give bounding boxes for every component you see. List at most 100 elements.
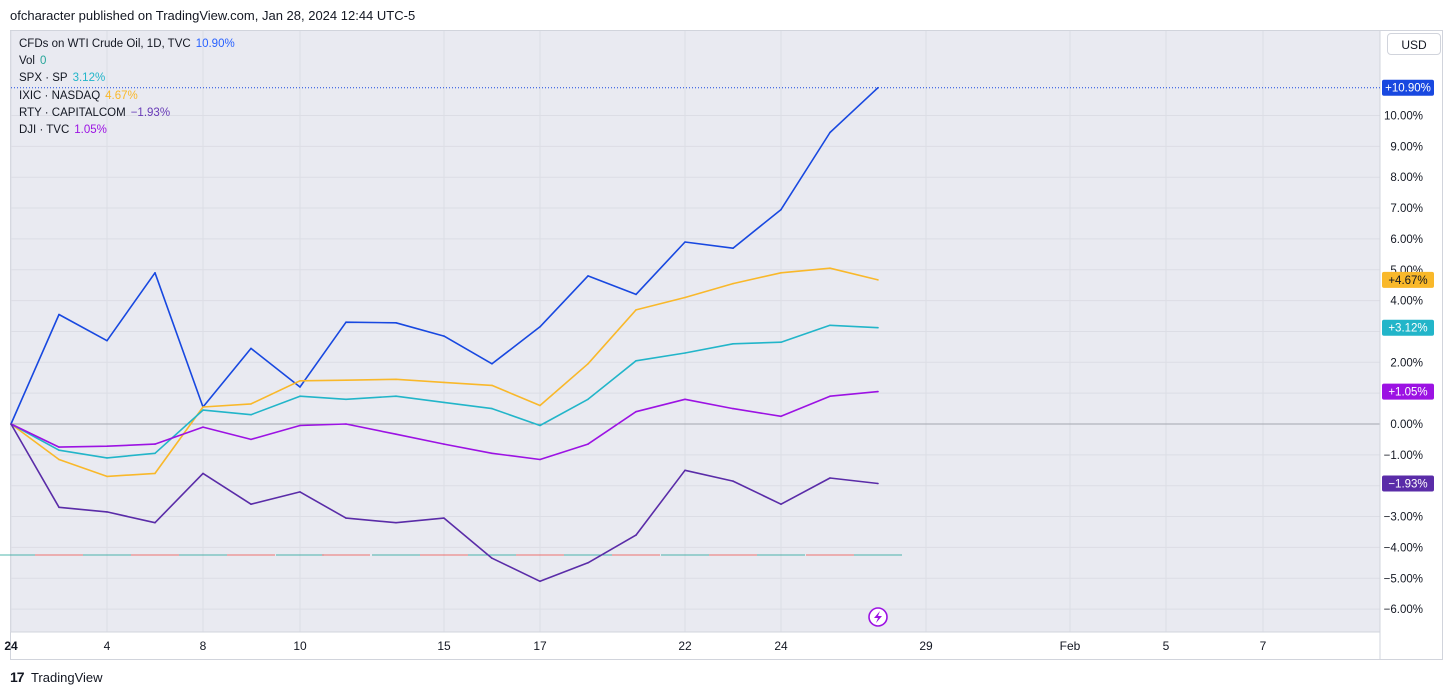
- x-tick-label: 5: [1163, 639, 1170, 653]
- data-point: [395, 322, 397, 324]
- price-badge: +1.05%: [1382, 383, 1434, 400]
- brand-label: TradingView: [30, 670, 103, 685]
- y-tick-label: −5.00%: [1384, 573, 1423, 585]
- y-tick-label: −3.00%: [1384, 512, 1423, 524]
- data-point: [58, 506, 60, 509]
- data-point: [106, 445, 108, 448]
- x-tick-label: 24: [774, 639, 788, 653]
- series-3: [10, 390, 879, 461]
- legend-value: 0: [40, 55, 47, 68]
- data-point: [732, 247, 734, 249]
- legend-value: 1.05%: [74, 124, 107, 137]
- data-point: [635, 360, 637, 362]
- data-point: [587, 443, 589, 445]
- y-tick-label: 0.00%: [1390, 419, 1423, 431]
- data-point: [491, 452, 493, 455]
- legend-value: 3.12%: [72, 72, 106, 85]
- data-point: [345, 379, 347, 382]
- legend-value: 4.67%: [105, 89, 138, 102]
- x-tick-label: 8: [200, 639, 207, 653]
- data-point: [395, 378, 397, 381]
- legend-row[interactable]: DJI · TVC 1.05%: [19, 122, 235, 139]
- data-point: [250, 438, 252, 441]
- data-point: [250, 347, 252, 350]
- data-point: [732, 343, 734, 345]
- price-badge-label: −1.93%: [1388, 479, 1427, 491]
- data-point: [539, 458, 541, 461]
- data-point: [829, 477, 831, 479]
- y-tick-label: 4.00%: [1390, 296, 1423, 308]
- data-point: [250, 403, 252, 405]
- data-point: [635, 410, 637, 413]
- grid: [10, 31, 1380, 632]
- data-point: [635, 309, 637, 311]
- data-point: [58, 458, 60, 461]
- data-point: [395, 433, 397, 436]
- data-point: [587, 562, 589, 564]
- data-point: [202, 406, 204, 408]
- x-tick-label: 29: [919, 639, 933, 653]
- data-point: [58, 313, 60, 316]
- data-point: [539, 424, 541, 427]
- y-tick-label: −1.00%: [1384, 450, 1423, 462]
- data-point: [684, 352, 686, 354]
- data-point: [539, 580, 541, 583]
- data-point: [106, 457, 108, 459]
- data-point: [443, 381, 445, 384]
- data-point: [877, 326, 879, 329]
- x-tick-label: 24: [4, 639, 18, 653]
- data-point: [154, 521, 156, 524]
- series-4: [10, 423, 879, 583]
- price-badge-bg: [1382, 475, 1434, 492]
- x-tick-label: 22: [678, 639, 692, 653]
- data-point: [780, 415, 782, 418]
- data-point: [345, 321, 347, 324]
- lightning-icon: [874, 611, 882, 623]
- data-point: [250, 503, 252, 506]
- event-marker-icon[interactable]: [868, 607, 888, 627]
- data-point: [443, 335, 445, 337]
- price-badge-label: +10.90%: [1385, 83, 1431, 95]
- price-badge-bg: [1382, 79, 1434, 96]
- data-point: [345, 517, 347, 519]
- legend-row[interactable]: RTY · CAPITALCOM −1.93%: [19, 105, 235, 122]
- y-tick-label: 10.00%: [1384, 111, 1423, 123]
- currency-button[interactable]: USD: [1387, 33, 1441, 55]
- data-point: [154, 443, 156, 445]
- legend-label: RTY · CAPITALCOM: [19, 106, 126, 119]
- legend-row[interactable]: IXIC · NASDAQ 4.67%: [19, 88, 235, 105]
- x-tick-label: 17: [533, 639, 547, 653]
- data-point: [395, 521, 397, 524]
- data-point: [539, 404, 541, 407]
- legend-value: 10.90%: [195, 38, 235, 50]
- data-point: [106, 339, 108, 342]
- data-point: [58, 446, 60, 448]
- data-point: [877, 482, 879, 485]
- y-tick-label: 9.00%: [1390, 141, 1423, 153]
- data-point: [58, 449, 60, 452]
- y-tick-label: 8.00%: [1390, 172, 1423, 184]
- legend-label: CFDs on WTI Crude Oil, 1D, TVC: [19, 38, 191, 50]
- legend-label: DJI · TVC: [19, 124, 70, 137]
- series-legend: CFDs on WTI Crude Oil, 1D, TVC 10.90% Vol 0…: [19, 36, 235, 139]
- data-point: [491, 384, 493, 387]
- x-tick-label: 4: [104, 639, 111, 653]
- legend-row[interactable]: CFDs on WTI Crude Oil, 1D, TVC 10.90%: [19, 36, 235, 53]
- publish-header: ofcharacter published on TradingView.com…: [10, 8, 416, 23]
- data-point: [829, 267, 831, 270]
- data-point: [202, 409, 204, 411]
- tradingview-footer[interactable]: 17 TradingView: [10, 669, 103, 685]
- y-tick-label: −6.00%: [1384, 604, 1423, 616]
- legend-label: SPX · SP: [19, 72, 68, 85]
- data-point: [684, 469, 686, 472]
- legend-row[interactable]: Vol 0: [19, 53, 235, 70]
- data-point: [780, 272, 782, 274]
- legend-row[interactable]: SPX · SP 3.12%: [19, 70, 235, 87]
- data-point: [299, 491, 301, 493]
- data-point: [732, 407, 734, 410]
- data-point: [106, 475, 108, 478]
- price-badge: +3.12%: [1382, 319, 1434, 336]
- series-1: [10, 267, 879, 478]
- legend-label: IXIC · NASDAQ: [19, 89, 101, 102]
